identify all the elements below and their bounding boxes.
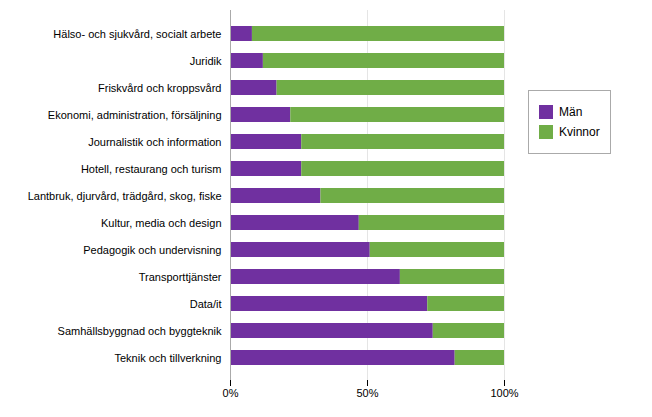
svg-text:Pedagogik och undervisning: Pedagogik och undervisning (83, 244, 221, 256)
svg-text:Journalistik och information: Journalistik och information (88, 136, 221, 148)
svg-text:Data/it: Data/it (190, 298, 222, 310)
svg-text:50%: 50% (356, 387, 378, 399)
html-text:Kvinnor: Kvinnor (559, 125, 600, 139)
svg-text:Transporttjänster: Transporttjänster (139, 271, 222, 283)
svg-text:100%: 100% (490, 387, 518, 399)
svg-text:Hotell, restaurang och turism: Hotell, restaurang och turism (81, 163, 222, 175)
svg-text:Juridik: Juridik (190, 55, 222, 67)
svg-text:Teknik och tillverkning: Teknik och tillverkning (115, 352, 222, 364)
svg-text:Kultur, media och design: Kultur, media och design (101, 217, 221, 229)
svg-text:Lantbruk, djurvård, trädgård,: Lantbruk, djurvård, trädgård, skog, fisk… (28, 190, 222, 202)
svg-text:Hälso- och sjukvård, socialt a: Hälso- och sjukvård, socialt arbete (53, 28, 221, 40)
svg-text:Ekonomi, administration, försä: Ekonomi, administration, försäljning (48, 109, 222, 121)
html-text:Män: Män (559, 105, 583, 119)
svg-text:Friskvård och kroppsvård: Friskvård och kroppsvård (98, 82, 222, 94)
svg-text:Samhällsbyggnad och byggteknik: Samhällsbyggnad och byggteknik (58, 325, 222, 337)
svg-text:0%: 0% (223, 387, 239, 399)
